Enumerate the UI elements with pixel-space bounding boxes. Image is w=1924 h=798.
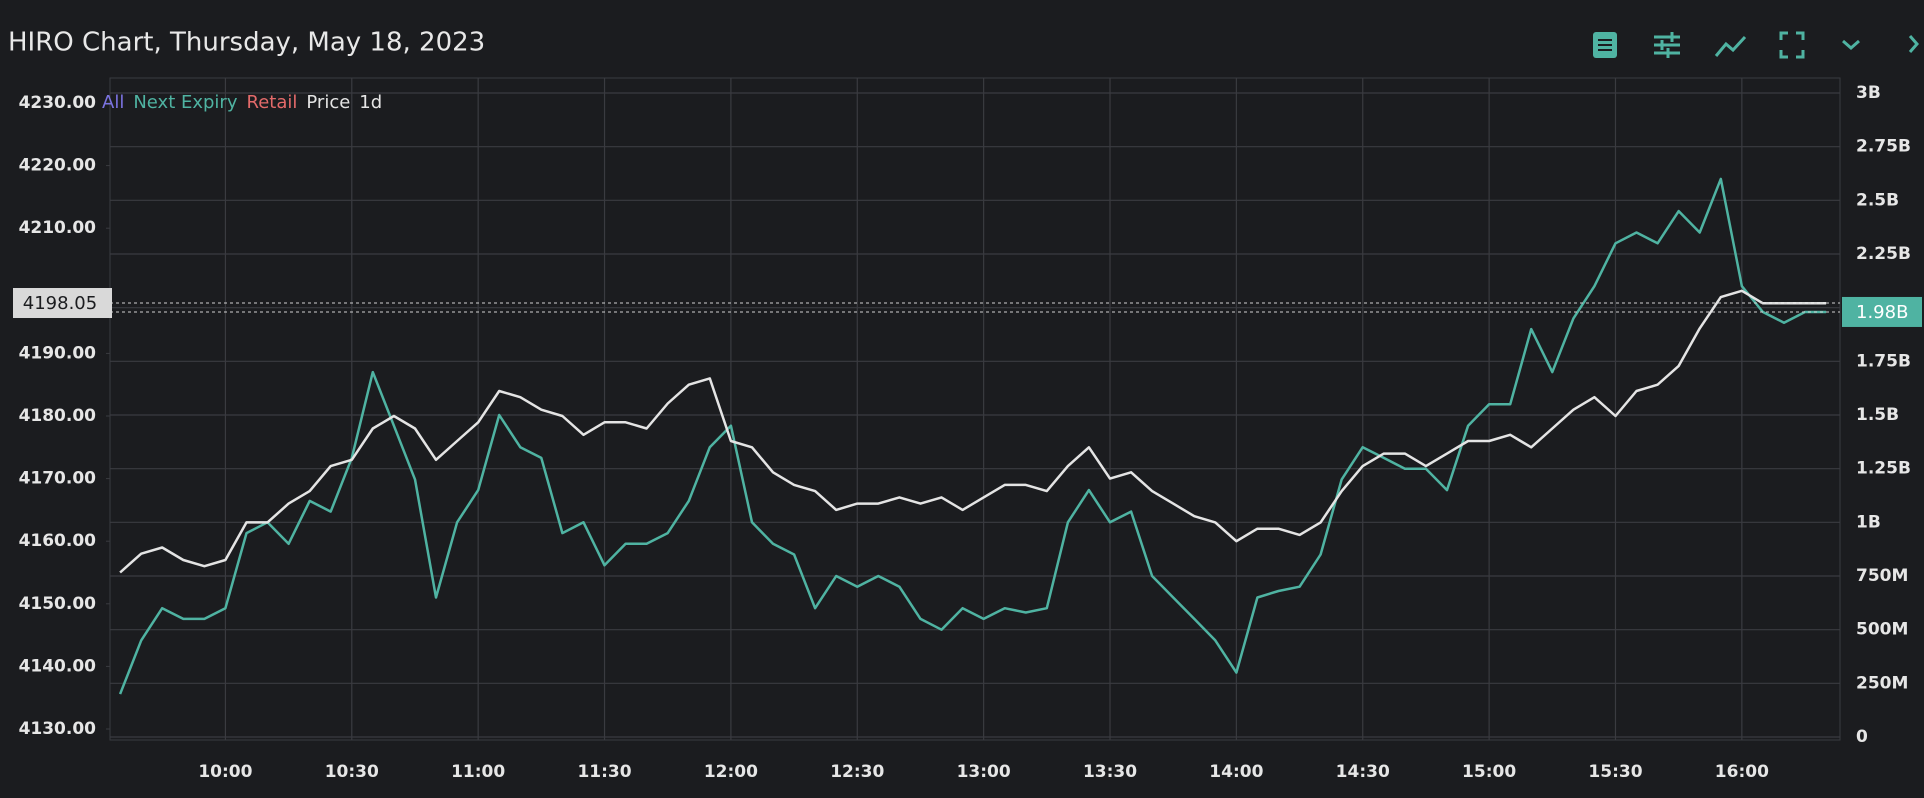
y-tick-label: 4130.00 <box>19 719 97 739</box>
y2-tick-label: 1.5B <box>1856 405 1899 425</box>
series-line <box>119 289 1827 574</box>
y2-tick-label: 0 <box>1856 727 1868 747</box>
x-tick-label: 15:30 <box>1588 762 1642 782</box>
chart-title: HIRO Chart, Thursday, May 18, 2023 <box>8 28 485 58</box>
x-tick-label: 14:00 <box>1209 762 1263 782</box>
y2-tick-label: 1.75B <box>1856 351 1911 371</box>
y2-tick-label: 500M <box>1856 620 1908 640</box>
x-tick-label: 15:00 <box>1462 762 1516 782</box>
next-button[interactable] <box>1908 35 1919 53</box>
y-tick-label: 4190.00 <box>19 343 97 363</box>
x-tick-label: 16:00 <box>1715 762 1769 782</box>
plot-frame <box>109 77 1841 741</box>
y2-tick-label: 2.5B <box>1856 190 1899 210</box>
settings-button[interactable] <box>1654 32 1680 58</box>
y-tick-label: 4140.00 <box>19 656 97 676</box>
legend-entry: All <box>102 92 124 113</box>
y-tick-label: 4210.00 <box>19 218 97 238</box>
collapse-button[interactable] <box>1842 39 1860 50</box>
x-tick-label: 11:00 <box>451 762 505 782</box>
y-tick-label: 4170.00 <box>19 469 97 489</box>
y-tick-label: 4160.00 <box>19 531 97 551</box>
y2-tick-label: 2.25B <box>1856 244 1911 264</box>
toolbar <box>1593 31 1919 59</box>
y2-tick-label: 250M <box>1856 673 1908 693</box>
y2-tick-label: 3B <box>1856 83 1881 103</box>
x-tick-label: 10:00 <box>198 762 252 782</box>
indicator-button[interactable] <box>1714 35 1747 57</box>
price-marker-box <box>13 288 112 319</box>
legend-entry: Next Expiry <box>133 92 238 113</box>
y2-tick-label: 1.25B <box>1856 459 1911 479</box>
legend-entry: Retail <box>247 92 298 113</box>
x-tick-label: 14:30 <box>1336 762 1390 782</box>
y-tick-label: 4180.00 <box>19 406 97 426</box>
y2-tick-label: 1B <box>1856 512 1881 532</box>
timeframe-label: 1d <box>359 92 382 113</box>
x-tick-label: 11:30 <box>577 762 631 782</box>
x-tick-label: 13:00 <box>957 762 1011 782</box>
y-tick-label: 4230.00 <box>19 93 97 113</box>
price-marker-label: 4198.05 <box>23 293 97 314</box>
x-tick-label: 12:00 <box>704 762 758 782</box>
fullscreen-button[interactable] <box>1779 31 1805 59</box>
y2-tick-label: 750M <box>1856 566 1908 586</box>
y2-marker-box <box>1842 296 1922 327</box>
y-tick-label: 4150.00 <box>19 594 97 614</box>
series-line <box>118 177 1827 695</box>
x-tick-label: 13:30 <box>1083 762 1137 782</box>
x-tick-label: 12:30 <box>830 762 884 782</box>
y-tick-label: 4220.00 <box>19 156 97 176</box>
y2-marker-label: 1.98B <box>1856 302 1908 323</box>
table-button[interactable] <box>1593 32 1617 58</box>
legend-entry: Price <box>306 92 350 113</box>
x-tick-label: 10:30 <box>325 762 379 782</box>
y2-tick-label: 2.75B <box>1856 137 1911 157</box>
